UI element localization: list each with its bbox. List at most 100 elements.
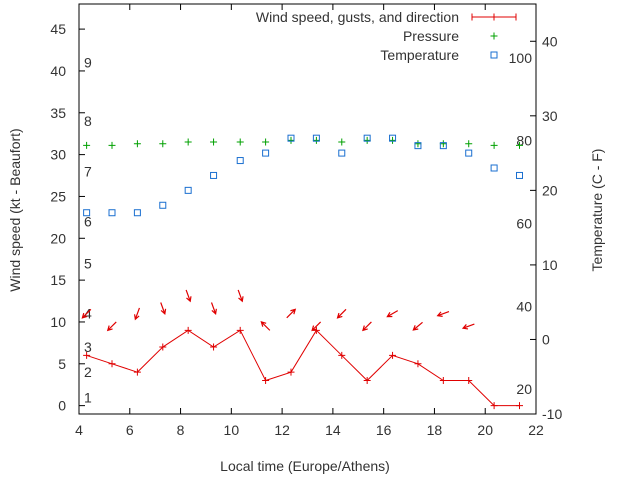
pressure-point (490, 141, 498, 149)
wind-direction-arrow (81, 308, 92, 319)
y2-tick-label: 0 (542, 331, 550, 347)
fahrenheit-label: 100 (509, 50, 533, 66)
wind-direction-arrow (237, 289, 244, 303)
y-tick-label: 40 (50, 63, 66, 79)
legend-swatch-temperature (490, 51, 498, 59)
y-tick-label: 15 (50, 272, 66, 288)
beaufort-label: 1 (84, 389, 92, 405)
temperature-point (184, 186, 192, 194)
wind-speed-point (159, 343, 167, 351)
wind-speed-point (338, 351, 346, 359)
temperature-point (465, 149, 473, 157)
y-axis-title: Wind speed (kt - Beaufort) (7, 128, 23, 291)
beaufort-label: 8 (84, 113, 92, 129)
wind-direction-arrow (210, 302, 217, 315)
y2-tick-label: 30 (542, 108, 558, 124)
pressure-point (439, 140, 447, 148)
y-tick-label: 0 (58, 398, 66, 414)
pressure-point (133, 140, 141, 148)
beaufort-label: 7 (84, 163, 92, 179)
wind-direction-arrow (311, 321, 322, 332)
temperature-point (312, 134, 320, 142)
wind-direction-arrow (362, 321, 372, 332)
plot-area: 4 6 8 10 12 14 16 18 20 22051015202530354045-1001… (50, 3, 562, 438)
legend-swatch-wind (471, 13, 517, 21)
wind-speed-point (389, 351, 397, 359)
temperature-point (287, 134, 295, 142)
temperature-point (210, 171, 218, 179)
wind-direction-arrow (185, 289, 192, 303)
y-tick-label: 30 (50, 147, 66, 163)
wind-speed-point (414, 360, 422, 368)
beaufort-label: 6 (84, 214, 92, 230)
wind-direction-arrow (106, 321, 117, 332)
x-tick-label: 12 (274, 422, 290, 438)
pressure-point (108, 141, 116, 149)
x-tick-label: 14 (325, 422, 341, 438)
pressure-point (83, 141, 91, 149)
y-tick-label: 5 (58, 356, 66, 372)
y-tick-label: 45 (50, 21, 66, 37)
pressure-point (363, 136, 371, 144)
pressure-point (210, 138, 218, 146)
beaufort-label: 5 (84, 255, 92, 271)
wind-speed-point (210, 343, 218, 351)
wind-direction-arrow (260, 321, 271, 331)
pressure-point (338, 138, 346, 146)
y-tick-label: 35 (50, 105, 66, 121)
temperature-point (262, 149, 270, 157)
wind-direction-arrow (412, 321, 423, 331)
wind-speed-point (262, 377, 270, 385)
x-tick-label: 20 (477, 422, 493, 438)
pressure-point (262, 138, 270, 146)
pressure-point (184, 138, 192, 146)
wind-speed-point (465, 377, 473, 385)
pressure-point (515, 141, 523, 149)
plot-frame (78, 3, 537, 415)
wind-direction-arrow (286, 308, 297, 319)
fahrenheit-label: 20 (516, 381, 532, 397)
wind-direction-arrow (133, 307, 141, 321)
wind-speed-point (108, 360, 116, 368)
wind-speed-point (439, 377, 447, 385)
y-tick-label: 20 (50, 230, 66, 246)
x-axis-title: Local time (Europe/Athens) (220, 458, 390, 474)
wind-speed-point (287, 368, 295, 376)
temperature-point (108, 209, 116, 217)
fahrenheit-label: 60 (516, 215, 532, 231)
wind-speed-point (515, 402, 523, 410)
pressure-point (236, 138, 244, 146)
temperature-point (515, 171, 523, 179)
x-tick-label: 8 (177, 422, 185, 438)
wind-direction-arrow (336, 308, 347, 319)
y2-tick-label: 20 (542, 182, 558, 198)
pressure-point (312, 136, 320, 144)
temperature-point (490, 164, 498, 172)
wind-speed-point (184, 326, 192, 334)
y-tick-label: 10 (50, 314, 66, 330)
x-tick-label: 18 (427, 422, 443, 438)
pressure-point (159, 140, 167, 148)
temperature-point (414, 142, 422, 150)
temperature-point (133, 209, 141, 217)
y2-tick-label: -10 (542, 406, 562, 422)
beaufort-label: 4 (84, 306, 92, 322)
y-tick-label: 25 (50, 188, 66, 204)
wind-speed-point (133, 368, 141, 376)
wind-direction-arrow (436, 310, 450, 317)
beaufort-label: 9 (84, 55, 92, 71)
wind-speed-point (363, 377, 371, 385)
temperature-point (389, 134, 397, 142)
wind-direction-arrow (386, 310, 399, 318)
legend-label-temperature: Temperature (380, 47, 459, 63)
y2-axis-title: Temperature (C - F) (589, 149, 605, 272)
y2-tick-label: 10 (542, 257, 558, 273)
wind-speed-line (86, 329, 520, 407)
wind-direction-arrow (160, 302, 167, 315)
wind-speed-point (490, 402, 498, 410)
pressure-point (465, 140, 473, 148)
beaufort-label: 3 (84, 339, 92, 355)
pressure-point (389, 136, 397, 144)
